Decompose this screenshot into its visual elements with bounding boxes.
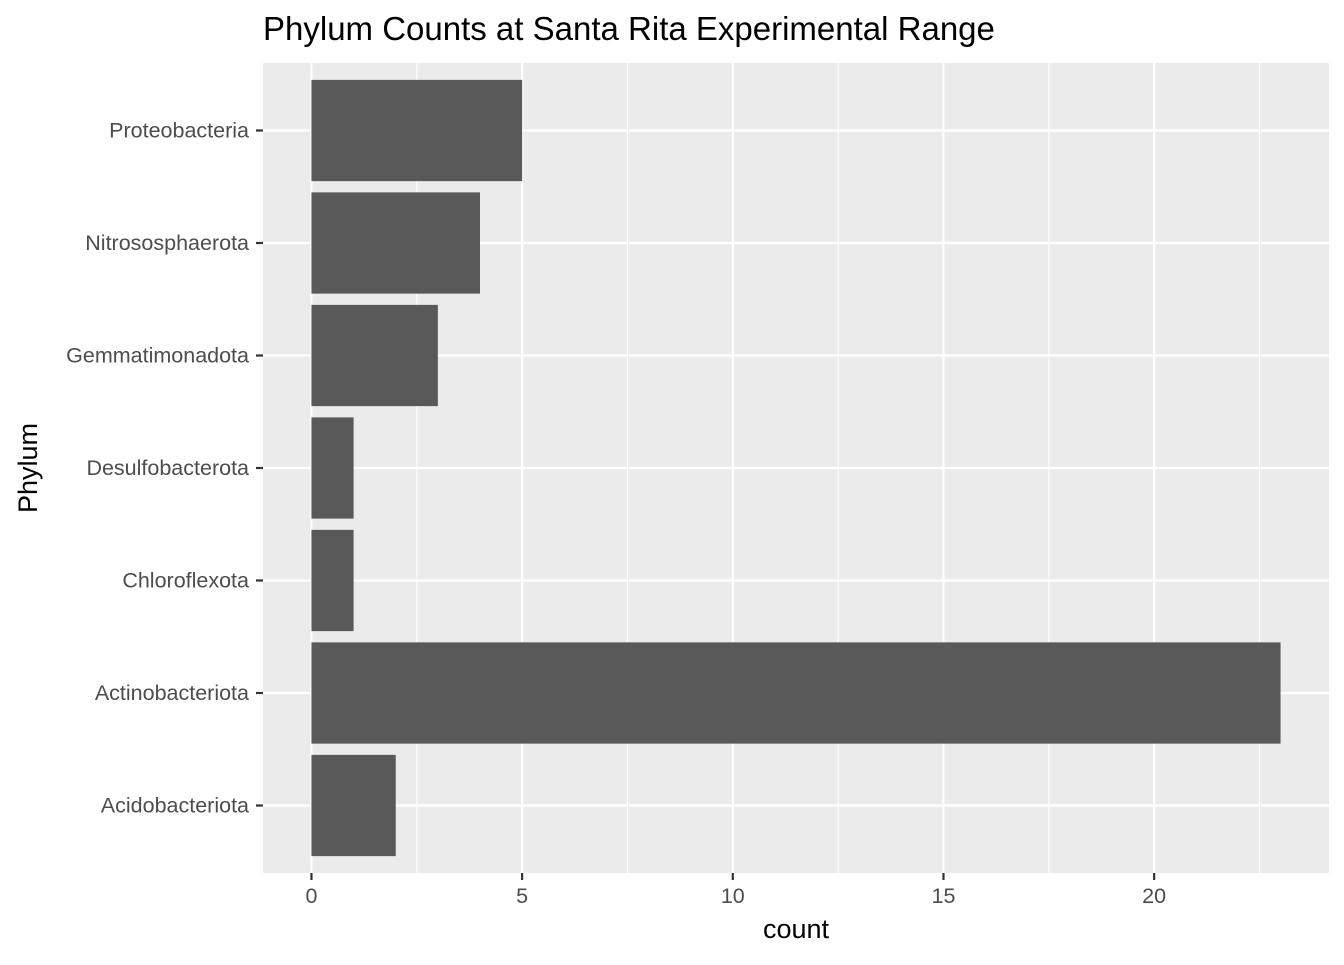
x-axis: 0 5 10 15 20 xyxy=(305,873,1166,908)
x-tick-label: 0 xyxy=(305,884,317,908)
y-axis-title: Phylum xyxy=(13,423,43,513)
x-tick-label: 10 xyxy=(721,884,745,908)
y-tick-label: Gemmatimonadota xyxy=(66,344,249,368)
x-tick-label: 20 xyxy=(1142,884,1166,908)
bars xyxy=(311,79,1281,857)
x-tick-label: 5 xyxy=(516,884,528,908)
bar-gemmatimonadota xyxy=(311,304,438,407)
bar-actinobacteriota xyxy=(311,642,1281,744)
x-tick-label: 15 xyxy=(932,884,956,908)
bar-nitrososphaerota xyxy=(311,192,480,294)
y-tick-label: Acidobacteriota xyxy=(101,794,249,818)
y-tick-label: Nitrososphaerota xyxy=(85,231,249,255)
x-axis-title: count xyxy=(763,914,830,944)
bar-acidobacteriota xyxy=(311,754,396,857)
y-tick-label: Proteobacteria xyxy=(109,119,249,143)
bar-chloroflexota xyxy=(311,529,354,632)
bar-desulfobacterota xyxy=(311,417,354,519)
y-axis: Acidobacteriota Actinobacteriota Chlorofle… xyxy=(66,119,263,818)
y-tick-label: Actinobacteriota xyxy=(95,681,249,705)
bar-proteobacteria xyxy=(311,79,523,182)
y-tick-label: Desulfobacterota xyxy=(86,456,249,480)
y-tick-label: Chloroflexota xyxy=(122,569,249,593)
chart-title: Phylum Counts at Santa Rita Experimental… xyxy=(263,10,995,47)
